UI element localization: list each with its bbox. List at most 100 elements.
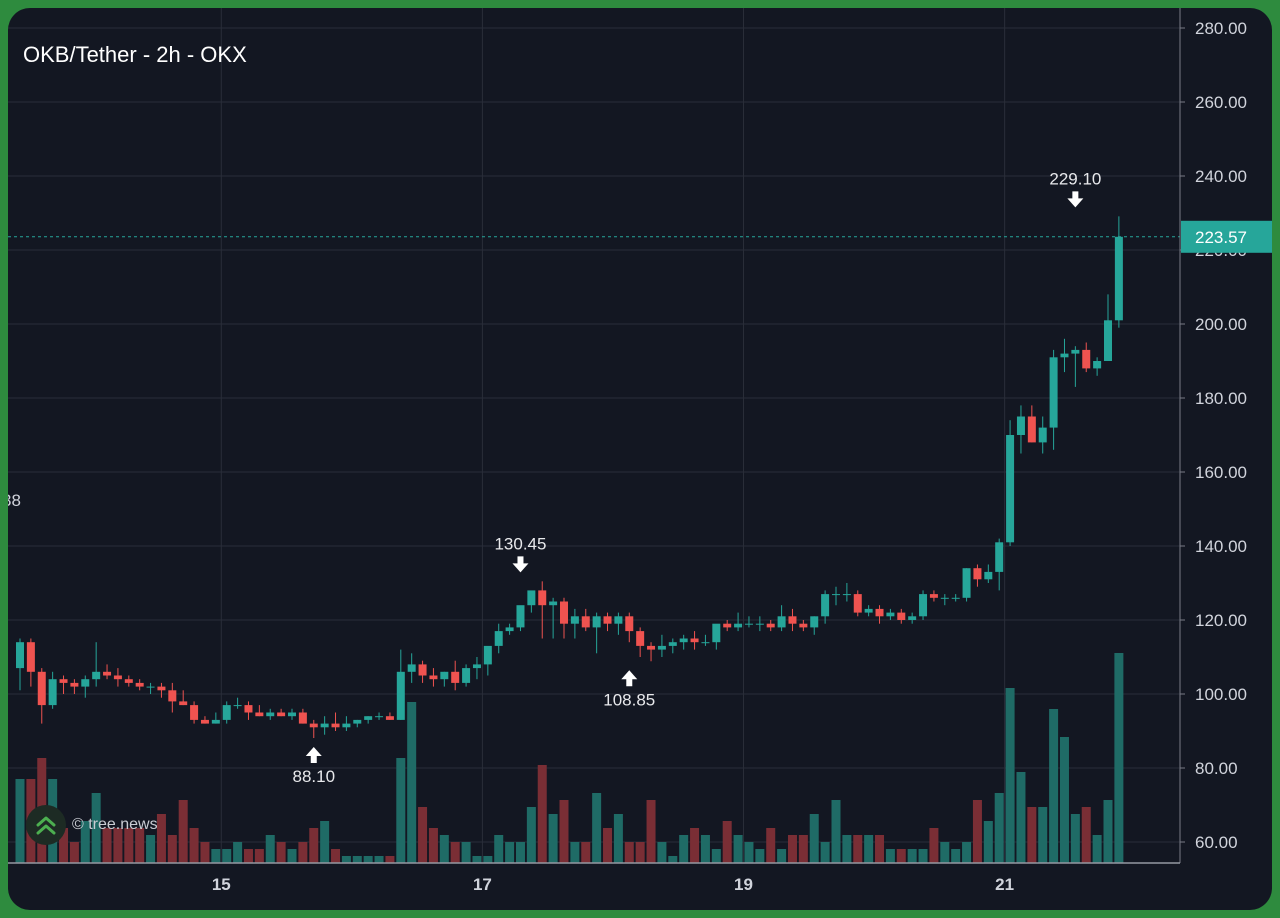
last-price-tag [1181,220,1272,253]
candle-body [657,645,666,650]
volume-bar [1103,800,1113,863]
annotation-label: 229.10 [1049,169,1101,188]
candle-body [353,719,362,724]
volume-bar [320,821,330,863]
watermark-text: © tree.news [72,816,158,833]
volume-bar [439,835,449,863]
candle-body [1027,416,1036,443]
volume-bar [809,814,819,863]
candle-body [549,601,558,606]
candle-body [810,616,819,628]
candle-body [581,616,590,628]
arrow-down-icon [512,556,529,573]
candle-body [16,642,24,669]
tree-news-logo-icon [26,805,66,845]
volume-bar [1005,688,1015,863]
volume-bar [352,856,362,863]
y-tick-label: 200.00 [1195,315,1247,334]
volume-bar [733,835,743,863]
candle-body [592,616,601,628]
volume-bar [309,828,319,863]
volume-bar [526,807,536,863]
candle-body [560,601,568,624]
volume-bar [374,856,384,863]
candle-body [505,627,514,632]
candle-body [146,686,155,688]
candle-body [570,616,579,624]
candle-body [886,612,895,617]
candle-body [429,675,438,680]
candle-body [647,645,656,650]
candle-body [712,623,721,643]
candle-body [1093,361,1102,369]
volume-bar [962,842,972,863]
volume-bar [570,842,580,863]
volume-bar [1016,772,1026,863]
volume-bar [396,758,406,863]
volume-bar [15,779,25,863]
last-price-label: 223.57 [1195,228,1247,247]
volume-bar [331,849,341,863]
volume-bar [983,821,993,863]
volume-bar [690,828,700,863]
candle-body [48,679,57,706]
volume-bar [80,821,90,863]
candle-body [875,608,884,617]
volume-bar [711,849,721,863]
candle-body [1038,427,1047,443]
volume-bar [233,842,243,863]
y-tick-label: 100.00 [1195,685,1247,704]
arrow-up-icon [305,747,322,764]
volume-bar [787,835,797,863]
volume-bar [113,828,123,863]
volume-bar [537,765,547,863]
candle-body [614,616,623,624]
candle-body [385,716,394,720]
annotation-label: 88.10 [292,767,335,786]
y-tick-label: 120.00 [1195,611,1247,630]
volume-bar [1049,709,1059,863]
arrow-down-icon [1067,191,1084,208]
candle-body [135,682,144,687]
volume-bar [798,835,808,863]
candle-body [407,664,416,672]
candle-body [755,623,764,625]
candle-body [1071,349,1080,354]
volume-bar [222,849,232,863]
y-tick-label: 260.00 [1195,93,1247,112]
volume-bar [1114,653,1124,863]
candle-body [788,616,797,624]
y-tick-label: 240.00 [1195,167,1247,186]
candle-body [168,690,177,702]
volume-bar [1081,807,1091,863]
candle-body [244,705,253,713]
volume-bar [363,856,373,863]
volume-bar [189,828,199,863]
candle-body [342,723,351,728]
volume-bar [254,849,264,863]
volume-bar [755,849,765,863]
volume-bar [766,828,776,863]
volume-bar [461,842,471,863]
candle-body [603,616,612,624]
candle-body [288,712,296,717]
candle-body [951,597,960,599]
candle-body [842,594,851,596]
volume-bar [896,849,906,863]
x-tick-label: 15 [212,875,231,894]
candle-body [766,623,775,628]
candle-body [679,638,688,643]
candle-body [690,638,699,643]
volume-bar [135,828,145,863]
volume-bar [505,842,515,863]
y-tick-label: 280.00 [1195,19,1247,38]
y-tick-label: 80.00 [1195,759,1238,778]
arrow-up-icon [621,670,638,687]
volume-bar [156,814,166,863]
volume-bar [450,842,460,863]
candle-body [527,590,536,606]
candle-body [864,608,873,613]
candle-body [897,612,906,620]
candle-body [451,671,460,683]
volume-bar [1070,814,1080,863]
